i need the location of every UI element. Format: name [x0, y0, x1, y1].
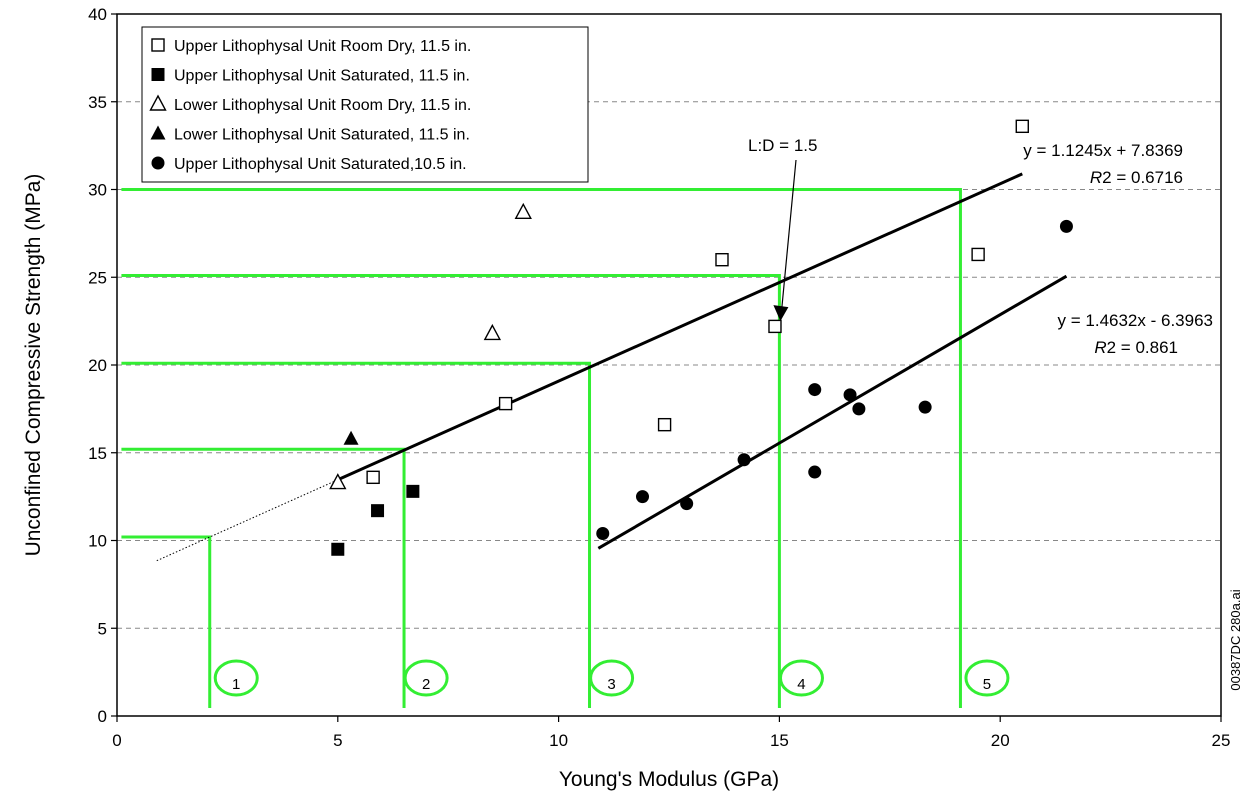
trendline-2-r2-symbol: R [1094, 338, 1106, 357]
trendline-1-r2: R2 = 0.6716 [1090, 168, 1183, 187]
trendline-2-equation-text: y = 1.4632x - 6.3963 [1058, 311, 1213, 330]
x-tick-label: 25 [1212, 731, 1231, 750]
legend-item-4: Lower Lithophysal Unit Saturated, 11.5 i… [174, 127, 470, 144]
trendlines [156, 172, 1068, 562]
data-point-series-5 [843, 388, 857, 402]
category-4-label: 4 [797, 676, 805, 693]
y-axis-title: Unconfined Compressive Strength (MPa) [22, 174, 45, 557]
data-point-series-1 [657, 417, 672, 432]
trendline-2-equation: y = 1.4632x - 6.3963 R2 = 0.861 [1058, 311, 1213, 357]
x-tick-label: 5 [333, 731, 342, 750]
y-tick-label: 35 [88, 93, 107, 112]
data-point-series-3 [483, 323, 502, 341]
category-boundary-5 [121, 188, 962, 708]
data-point-series-1 [715, 252, 729, 267]
legend-item-1: Upper Lithophysal Unit Room Dry, 11.5 in… [174, 38, 471, 55]
data-point-series-5 [596, 526, 610, 540]
y-tick-label: 30 [88, 181, 107, 200]
data-point-series-4 [343, 430, 359, 445]
y-tick-label: 25 [88, 268, 107, 287]
ld-annotation-label: L:D = 1.5 [748, 136, 817, 155]
trendline-1-r2-value: 2 = 0.6716 [1102, 168, 1183, 187]
data-point-series-5 [852, 402, 866, 416]
y-tick-label: 5 [98, 619, 107, 638]
data-point-series-5 [636, 490, 650, 504]
legend-marker-2 [151, 68, 165, 81]
category-3-ellipse [589, 659, 635, 697]
data-point-series-1 [768, 319, 782, 334]
data-point-series-1 [1015, 119, 1029, 134]
legend-marker-1 [151, 38, 165, 52]
trendline-2-r2-value: 2 = 0.861 [1107, 338, 1178, 357]
trendline-1-equation-text: y = 1.1245x + 7.8369 [1023, 141, 1183, 160]
y-tick-label: 10 [88, 532, 107, 551]
data-point-series-5 [918, 400, 932, 414]
category-1-ellipse [213, 659, 259, 697]
legend-marker-4 [150, 125, 166, 140]
data-point-series-2 [406, 484, 420, 498]
data-point-series-2 [331, 542, 345, 556]
legend-item-3: Lower Lithophysal Unit Room Dry, 11.5 in… [174, 97, 471, 114]
x-axis-title: Young's Modulus (GPa) [559, 768, 779, 791]
legend-marker-3 [149, 94, 167, 111]
category-boundary-1 [121, 535, 212, 708]
category-3-label: 3 [607, 676, 615, 693]
y-tick-label: 0 [98, 707, 107, 726]
data-point-series-5 [680, 497, 694, 511]
y-tick-label: 15 [88, 444, 107, 463]
category-5-label: 5 [983, 676, 991, 693]
x-tick-label: 10 [549, 731, 568, 750]
ld-annotation-arrow [781, 159, 797, 308]
data-points [329, 119, 1073, 556]
category-boundary-3 [121, 361, 592, 708]
y-tick-label: 40 [88, 5, 107, 24]
data-point-series-5 [808, 465, 822, 479]
category-4-ellipse [778, 659, 824, 697]
ld-annotation-arrowhead [773, 305, 789, 322]
trendline-2 [597, 274, 1068, 550]
legend-item-5: Upper Lithophysal Unit Saturated,10.5 in… [174, 156, 467, 173]
legend-box [141, 26, 589, 183]
trendline-1-r2-symbol: R [1090, 168, 1102, 187]
trendline-2-r2: R2 = 0.861 [1094, 338, 1178, 357]
data-point-series-3 [514, 202, 532, 220]
category-markers: 1 2 3 4 5 [213, 659, 1010, 697]
legend-marker-5 [151, 156, 165, 170]
x-tick-label: 20 [991, 731, 1010, 750]
data-point-series-5 [1059, 219, 1073, 233]
ld-annotation: L:D = 1.5 [748, 136, 817, 322]
trendline-1 [337, 172, 1023, 482]
category-boundary-2 [121, 447, 406, 708]
data-point-series-3 [329, 473, 347, 490]
data-point-series-5 [808, 383, 822, 397]
data-point-series-1 [366, 470, 380, 485]
trendline-1-extrapolation [156, 479, 339, 562]
category-2-ellipse [403, 659, 449, 697]
category-2-label: 2 [422, 676, 430, 693]
data-point-series-5 [737, 453, 751, 467]
y-tick-label: 20 [88, 356, 107, 375]
category-5-ellipse [964, 659, 1010, 697]
data-point-series-2 [371, 504, 385, 518]
data-point-series-1 [498, 396, 513, 411]
category-1-label: 1 [232, 676, 240, 693]
category-boundary-lines [121, 188, 962, 708]
legend: Upper Lithophysal Unit Room Dry, 11.5 in… [141, 26, 589, 183]
legend-item-2: Upper Lithophysal Unit Saturated, 11.5 i… [174, 68, 470, 85]
x-tick-label: 0 [112, 731, 121, 750]
side-label: 00387DC 280a.ai [1228, 589, 1243, 690]
data-point-series-1 [971, 247, 985, 262]
category-boundary-4 [121, 273, 781, 708]
x-tick-label: 15 [770, 731, 789, 750]
trendline-1-equation: y = 1.1245x + 7.8369 R2 = 0.6716 [1023, 141, 1183, 187]
